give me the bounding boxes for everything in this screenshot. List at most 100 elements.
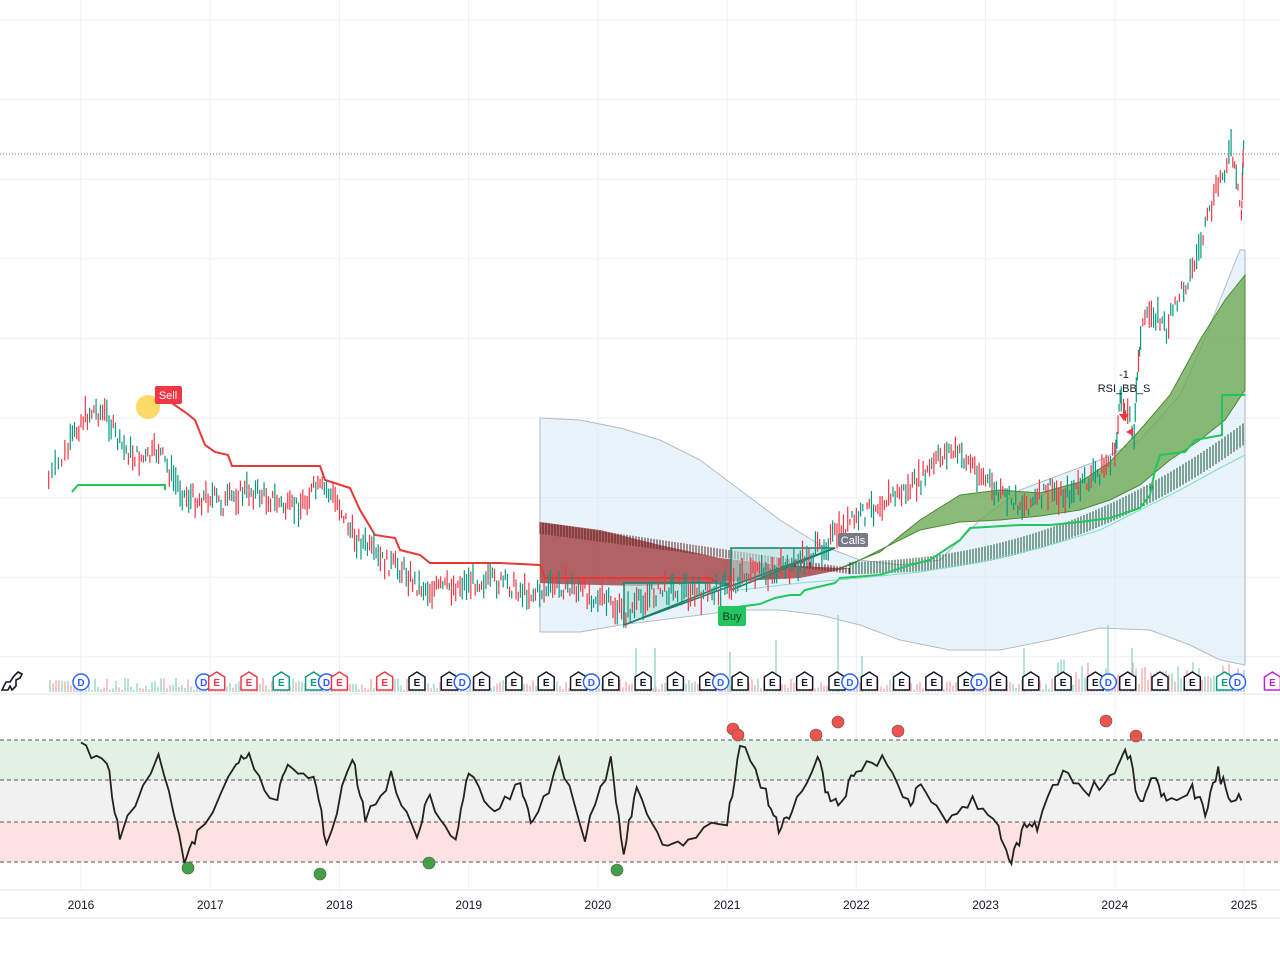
earnings-event-icon[interactable]: E bbox=[1151, 671, 1169, 691]
earnings-event-icon[interactable]: E bbox=[330, 671, 349, 691]
earnings-event-icon[interactable]: E bbox=[957, 671, 975, 691]
event-letter: E bbox=[834, 678, 841, 689]
rsi-signal-dots bbox=[181, 714, 1143, 881]
rsi-signal-dot bbox=[891, 724, 905, 738]
trailing-stop-bullish bbox=[729, 394, 1245, 609]
rsi-signal-dot bbox=[610, 863, 624, 877]
event-letter: E bbox=[1269, 678, 1276, 689]
x-tick-label: 2018 bbox=[326, 898, 353, 912]
earnings-event-icon[interactable]: E bbox=[698, 671, 717, 691]
dividend-event-icon[interactable]: D bbox=[841, 673, 859, 691]
event-letter: E bbox=[898, 678, 905, 689]
event-letter: D bbox=[717, 678, 724, 689]
dividend-event-icon[interactable]: D bbox=[711, 673, 730, 691]
earnings-event-icon[interactable]: E bbox=[860, 671, 879, 691]
earnings-event-icon[interactable]: E bbox=[1263, 671, 1280, 691]
event-letter: D bbox=[459, 678, 466, 689]
earnings-event-icon[interactable]: E bbox=[408, 671, 426, 691]
dividend-event-icon[interactable]: D bbox=[970, 673, 988, 691]
trailing-stop-bearish bbox=[159, 394, 730, 586]
dinosaur-icon[interactable] bbox=[0, 671, 24, 692]
earnings-event-icon[interactable]: E bbox=[569, 671, 588, 691]
event-letter: D bbox=[846, 678, 853, 689]
earnings-event-icon[interactable]: E bbox=[666, 671, 685, 691]
earnings-event-icon[interactable]: E bbox=[892, 671, 911, 691]
event-letter: E bbox=[672, 678, 679, 689]
earnings-event-icon[interactable]: E bbox=[763, 671, 782, 691]
dividend-event-icon[interactable]: D bbox=[1228, 673, 1247, 691]
event-letter: E bbox=[1157, 678, 1164, 689]
x-tick-label: 2025 bbox=[1231, 898, 1258, 912]
event-letter: E bbox=[1092, 678, 1099, 689]
event-letter: D bbox=[323, 678, 330, 689]
dividend-event-icon[interactable]: D bbox=[317, 673, 336, 691]
event-letter: E bbox=[866, 678, 873, 689]
event-letter: E bbox=[1060, 678, 1067, 689]
event-letter: E bbox=[543, 678, 550, 689]
dividend-event-icon[interactable]: D bbox=[1099, 673, 1118, 691]
earnings-event-icon[interactable]: E bbox=[731, 671, 749, 691]
event-letter: E bbox=[1027, 678, 1034, 689]
cloud-bullish bbox=[839, 273, 1246, 569]
earnings-event-icon[interactable]: E bbox=[240, 671, 258, 691]
event-letter: E bbox=[310, 678, 317, 689]
dividend-event-icon[interactable]: D bbox=[195, 673, 213, 691]
dividend-event-icon[interactable]: D bbox=[582, 673, 601, 691]
earnings-event-icon[interactable]: E bbox=[375, 671, 394, 691]
event-letter: E bbox=[801, 678, 808, 689]
event-letter: E bbox=[704, 678, 711, 689]
earnings-event-icon[interactable]: E bbox=[1086, 671, 1105, 691]
sell-marker[interactable]: Sell bbox=[155, 386, 182, 404]
event-letter: E bbox=[414, 678, 421, 689]
rsi-annotation-arrowhead-2 bbox=[1126, 428, 1133, 436]
x-tick-label: 2021 bbox=[714, 898, 741, 912]
x-tick-label: 2017 bbox=[197, 898, 224, 912]
earnings-event-icon[interactable]: E bbox=[505, 671, 523, 691]
earnings-event-icon[interactable]: E bbox=[1054, 671, 1072, 691]
event-letter: E bbox=[931, 678, 938, 689]
earnings-event-icon[interactable]: E bbox=[440, 671, 459, 691]
earnings-event-icon[interactable]: E bbox=[634, 671, 652, 691]
dividend-event-icon[interactable]: D bbox=[72, 673, 90, 691]
event-letter: E bbox=[336, 678, 343, 689]
earnings-event-icon[interactable]: E bbox=[472, 671, 491, 691]
earnings-event-icon[interactable]: E bbox=[207, 671, 226, 691]
event-letter: E bbox=[446, 678, 453, 689]
dividend-event-icon[interactable]: D bbox=[453, 673, 471, 691]
rsi-signal-dot bbox=[809, 728, 823, 742]
earnings-event-icon[interactable]: E bbox=[1022, 671, 1040, 691]
x-tick-label: 2023 bbox=[972, 898, 999, 912]
earnings-event-icon[interactable]: E bbox=[1183, 671, 1202, 691]
event-letter: E bbox=[1221, 678, 1228, 689]
x-tick-label: 2019 bbox=[455, 898, 482, 912]
event-letter: D bbox=[77, 678, 84, 689]
calls-marker-label: Calls bbox=[841, 535, 866, 547]
event-letter: E bbox=[737, 678, 744, 689]
sell-marker-label: Sell bbox=[159, 390, 177, 402]
event-letter: E bbox=[278, 678, 285, 689]
event-letter: E bbox=[478, 678, 485, 689]
event-letter: E bbox=[511, 678, 518, 689]
earnings-event-icon[interactable]: E bbox=[989, 671, 1008, 691]
event-letter: E bbox=[213, 678, 220, 689]
earnings-event-icon[interactable]: E bbox=[828, 671, 846, 691]
earnings-event-icon[interactable]: E bbox=[537, 671, 555, 691]
event-letter: D bbox=[1234, 678, 1241, 689]
buy-marker[interactable]: Buy bbox=[718, 606, 746, 626]
calls-marker[interactable]: Calls bbox=[838, 533, 868, 547]
earnings-event-icon[interactable]: E bbox=[1118, 671, 1137, 691]
earnings-event-icon[interactable]: E bbox=[1215, 671, 1234, 691]
event-letter: E bbox=[640, 678, 647, 689]
rsi-annotation-value: -1 bbox=[1119, 369, 1129, 381]
x-axis-ticks: 2016 2017 2018 2019 2020 2021 2022 2023 2024 2025 bbox=[68, 898, 1258, 912]
event-letter: E bbox=[995, 678, 1002, 689]
earnings-event-icon[interactable]: E bbox=[304, 671, 323, 691]
buy-marker-label: Buy bbox=[723, 611, 742, 623]
earnings-event-icon[interactable]: E bbox=[602, 671, 620, 691]
earnings-event-icon[interactable]: E bbox=[795, 671, 814, 691]
price-series bbox=[48, 129, 1245, 628]
earnings-event-icon[interactable]: E bbox=[272, 671, 291, 691]
earnings-event-icon[interactable]: E bbox=[925, 671, 943, 691]
